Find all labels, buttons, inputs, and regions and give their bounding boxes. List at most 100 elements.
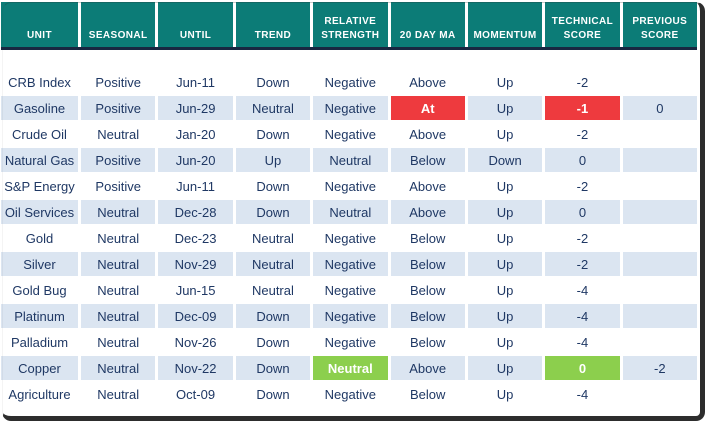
cell-relative_strength: Negative [313,304,388,328]
cell-unit: S&P Energy [1,174,78,198]
cell-twenty_day_ma: Above [390,356,465,380]
cell-previous_score [622,278,697,302]
cell-momentum: Up [467,330,543,354]
cell-unit: Silver [1,252,78,276]
cell-momentum: Down [467,148,543,172]
cell-previous_score [622,148,697,172]
cell-technical_score: -1 [545,96,620,120]
cell-momentum: Up [467,304,543,328]
cell-seasonal: Positive [81,148,156,172]
cell-unit: Agriculture [1,382,78,406]
cell-twenty_day_ma: Below [390,226,465,250]
cell-previous_score [622,382,697,406]
cell-seasonal: Neutral [81,356,156,380]
cell-momentum: Up [467,70,543,94]
cell-until: Nov-26 [158,330,233,354]
cell-relative_strength: Negative [313,252,388,276]
cell-technical_score: -4 [545,278,620,302]
cell-trend: Down [235,304,311,328]
cell-previous_score [622,70,697,94]
column-header-previous-score: PREVIOUS SCORE [622,2,697,47]
cell-momentum: Up [467,252,543,276]
table-header-row: UNIT SEASONAL UNTIL TREND RELATIVE STREN… [1,2,697,47]
cell-trend: Neutral [235,226,311,250]
cell-unit: Gasoline [1,96,78,120]
cell-technical_score: 0 [545,148,620,172]
cell-unit: Copper [1,356,78,380]
table-body: CRB Index Positive Jun-11 Down Negative Above… [1,70,697,406]
cell-unit: Natural Gas [1,148,78,172]
cell-twenty_day_ma: Above [390,200,465,224]
column-header-seasonal: SEASONAL [81,2,156,47]
column-header-momentum: MOMENTUM [467,2,543,47]
cell-trend: Up [235,148,311,172]
cell-previous_score [622,304,697,328]
cell-until: Oct-09 [158,382,233,406]
cell-technical_score: 0 [545,200,620,224]
column-header-technical-score: TECHNICAL SCORE [545,2,620,47]
cell-relative_strength: Negative [313,330,388,354]
cell-seasonal: Neutral [81,304,156,328]
cell-seasonal: Neutral [81,226,156,250]
cell-previous_score [622,200,697,224]
cell-trend: Down [235,174,311,198]
cell-unit: Palladium [1,330,78,354]
cell-twenty_day_ma: Below [390,304,465,328]
cell-previous_score [622,252,697,276]
cell-seasonal: Positive [81,174,156,198]
column-header-trend: TREND [235,2,311,47]
table-spacer-row [1,50,697,68]
cell-twenty_day_ma: Below [390,278,465,302]
cell-unit: Oil Services [1,200,78,224]
column-header-relative-strength: RELATIVE STRENGTH [313,2,388,47]
cell-trend: Down [235,200,311,224]
cell-seasonal: Positive [81,96,156,120]
cell-trend: Down [235,122,311,146]
cell-momentum: Up [467,96,543,120]
cell-until: Jun-11 [158,70,233,94]
cell-seasonal: Neutral [81,330,156,354]
cell-until: Dec-28 [158,200,233,224]
cell-until: Jun-15 [158,278,233,302]
column-header-unit: UNIT [1,2,78,47]
cell-technical_score: -4 [545,304,620,328]
cell-previous_score [622,226,697,250]
cell-technical_score: 0 [545,356,620,380]
cell-twenty_day_ma: Above [390,174,465,198]
cell-seasonal: Neutral [81,278,156,302]
cell-relative_strength: Negative [313,70,388,94]
cell-twenty_day_ma: Above [390,122,465,146]
cell-until: Jun-20 [158,148,233,172]
cell-seasonal: Neutral [81,200,156,224]
cell-until: Dec-09 [158,304,233,328]
cell-previous_score [622,174,697,198]
cell-until: Nov-22 [158,356,233,380]
cell-until: Jun-29 [158,96,233,120]
cell-unit: Gold [1,226,78,250]
cell-twenty_day_ma: Below [390,330,465,354]
cell-twenty_day_ma: Below [390,148,465,172]
cell-until: Jan-20 [158,122,233,146]
cell-twenty_day_ma: At [390,96,465,120]
cell-technical_score: -2 [545,122,620,146]
column-header-20-day-ma: 20 DAY MA [390,2,465,47]
cell-relative_strength: Neutral [313,200,388,224]
cell-trend: Neutral [235,278,311,302]
cell-trend: Neutral [235,96,311,120]
cell-relative_strength: Negative [313,382,388,406]
cell-trend: Down [235,382,311,406]
cell-relative_strength: Negative [313,122,388,146]
cell-relative_strength: Negative [313,96,388,120]
cell-technical_score: -4 [545,330,620,354]
cell-seasonal: Neutral [81,252,156,276]
column-header-until: UNTIL [158,2,233,47]
cell-unit: CRB Index [1,70,78,94]
cell-relative_strength: Neutral [313,356,388,380]
cell-trend: Down [235,356,311,380]
cell-momentum: Up [467,226,543,250]
cell-technical_score: -2 [545,70,620,94]
cell-seasonal: Neutral [81,382,156,406]
cell-previous_score: 0 [622,96,697,120]
cell-unit: Gold Bug [1,278,78,302]
